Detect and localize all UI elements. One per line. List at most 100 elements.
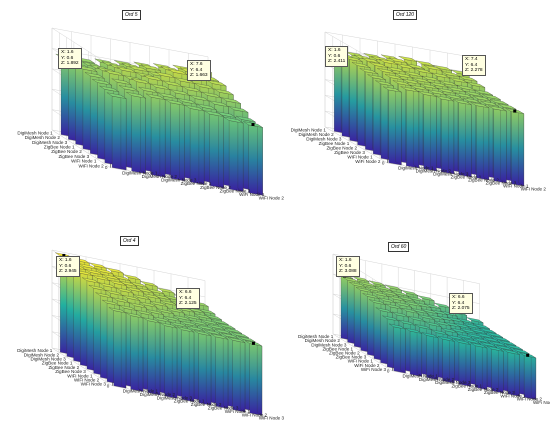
x-category-label: DigiMesh Node 2 <box>416 169 452 174</box>
x-category-label: ZigBee Node 1 <box>451 175 482 180</box>
bar <box>383 86 402 166</box>
bar <box>421 332 439 380</box>
x-category-label: DigiMesh Node 2 <box>142 174 178 179</box>
datatip-x: X: 1.6 <box>339 258 352 263</box>
bar <box>223 116 244 192</box>
bar <box>126 92 146 174</box>
y-category-label: WiFi Node 3 <box>81 382 107 387</box>
bar <box>176 326 195 402</box>
y-category-label: DigiMesh Node 1 <box>291 127 327 132</box>
datatip-2[interactable]: X: 7.6 Y: 6.4 Z: 1.663 <box>187 60 211 81</box>
chart-title: Ord 120 <box>393 10 418 20</box>
bar <box>108 307 127 389</box>
x-category-label: DigiMesh Node 3 <box>433 172 469 177</box>
datatip-x: X: 7.6 <box>190 62 203 67</box>
chart-title: Ord 5 <box>122 10 141 20</box>
datatip-x: X: 6.6 <box>452 295 465 300</box>
datatip-y: Y: 6.4 <box>452 300 465 306</box>
bar <box>142 317 161 396</box>
y-category-label: DigiMesh Node 3 <box>32 140 68 145</box>
y-category-label: DigiMesh Node 1 <box>17 130 53 135</box>
datatip-marker[interactable] <box>513 109 517 113</box>
datatip-y: Y: 0.6 <box>328 53 341 59</box>
x-category-label: DigiMesh Node 1 <box>123 389 159 394</box>
x-category-label: WiFi Node 2 <box>242 412 268 417</box>
y-category-label: DigiMesh Node 1 <box>17 348 53 353</box>
x-category-label: WiFi Node 2 <box>517 397 543 402</box>
bar <box>418 91 437 172</box>
y-category-label: WiFi Node 1 <box>71 159 97 164</box>
datatip-2[interactable]: X: 6.6 Y: 6.4 Z: 2.125 <box>176 288 200 309</box>
y-category-label: ZigBee Node 3 <box>336 355 367 360</box>
y-category-label: WiFi Node 1 <box>347 154 373 159</box>
y-category-label: WiFi Node 3 <box>361 367 387 372</box>
datatip-2[interactable]: X: 6.6 Y: 6.4 Z: 2.075 <box>449 293 473 314</box>
bar <box>454 339 471 387</box>
datatip-1[interactable]: X: 1.6 Y: 0.6 Z: 2.945 <box>56 256 80 277</box>
datatip-z: Z: 2.125 <box>179 301 197 307</box>
y-category-label: ZigBee Node 2 <box>48 365 79 370</box>
datatip-2[interactable]: X: 7.4 Y: 6.4 Z: 2.278 <box>462 55 486 76</box>
y-category-label: DigiMesh Node 2 <box>24 352 60 357</box>
datatip-x: X: 1.6 <box>59 258 72 263</box>
bar <box>210 333 229 409</box>
x-category-label: DigiMesh Node 1 <box>403 374 439 379</box>
bar <box>165 99 185 182</box>
datatip-y: Y: 0.6 <box>59 263 72 269</box>
bar <box>184 104 205 185</box>
y-category-label: ZigBee Node 3 <box>334 150 365 155</box>
y-category-label: DigiMesh Node 2 <box>25 135 61 140</box>
y-category-label: ZigBee Node 1 <box>322 346 353 351</box>
x-category-label: WiFi Node 1 <box>225 409 251 414</box>
x-category-label: ZigBee Node 2 <box>468 387 499 392</box>
z-tick-label: 0 <box>382 161 385 166</box>
x-category-label: WiFi Node 2 <box>521 187 547 192</box>
datatip-y: Y: 0.6 <box>339 263 352 269</box>
bar <box>204 110 224 189</box>
y-category-label: ZigBee Node 3 <box>55 369 86 374</box>
y-category-label: ZigBee Node 2 <box>326 145 357 150</box>
datatip-marker[interactable] <box>62 253 66 257</box>
bar <box>405 328 422 377</box>
bar <box>519 352 537 400</box>
bar <box>488 105 507 184</box>
datatip-marker[interactable] <box>251 341 255 345</box>
chart-title: Ord 4 <box>120 236 139 246</box>
datatip-1[interactable]: X: 1.6 Y: 0.6 Z: 2.411 <box>325 46 349 67</box>
bar <box>486 345 504 394</box>
datatip-marker[interactable] <box>526 353 530 357</box>
z-tick-label: 0 <box>107 383 110 388</box>
y-category-label: ZigBee Node 2 <box>329 350 360 355</box>
bar <box>453 99 472 178</box>
datatip-x: X: 7.4 <box>465 57 478 62</box>
x-category-label: ZigBee Node 3 <box>220 188 251 193</box>
bar <box>227 337 246 413</box>
bar <box>503 349 520 397</box>
datatip-1[interactable]: X: 1.6 Y: 0.6 Z: 1.892 <box>58 48 82 69</box>
datatip-marker[interactable] <box>251 123 255 127</box>
z-tick-label: 0 <box>105 165 108 170</box>
x-category-label: ZigBee Node 1 <box>451 383 482 388</box>
bar <box>388 323 406 374</box>
datatip-1[interactable]: X: 1.6 Y: 0.6 Z: 3.088 <box>336 256 360 277</box>
x-category-label: ZigBee Node 2 <box>200 185 231 190</box>
y-category-label: ZigBee Node 1 <box>319 141 350 146</box>
datatip-y: Y: 0.6 <box>61 55 74 61</box>
bars <box>55 252 263 416</box>
bar <box>145 93 166 178</box>
bar <box>244 340 263 416</box>
bar <box>437 336 455 384</box>
bar <box>435 95 454 175</box>
datatip-x: X: 1.6 <box>61 50 74 55</box>
bar <box>159 322 178 399</box>
bar <box>470 102 489 181</box>
datatip-z: Z: 2.075 <box>452 306 470 312</box>
x-category-label: ZigBee Node 2 <box>191 402 222 407</box>
bars <box>55 53 263 196</box>
